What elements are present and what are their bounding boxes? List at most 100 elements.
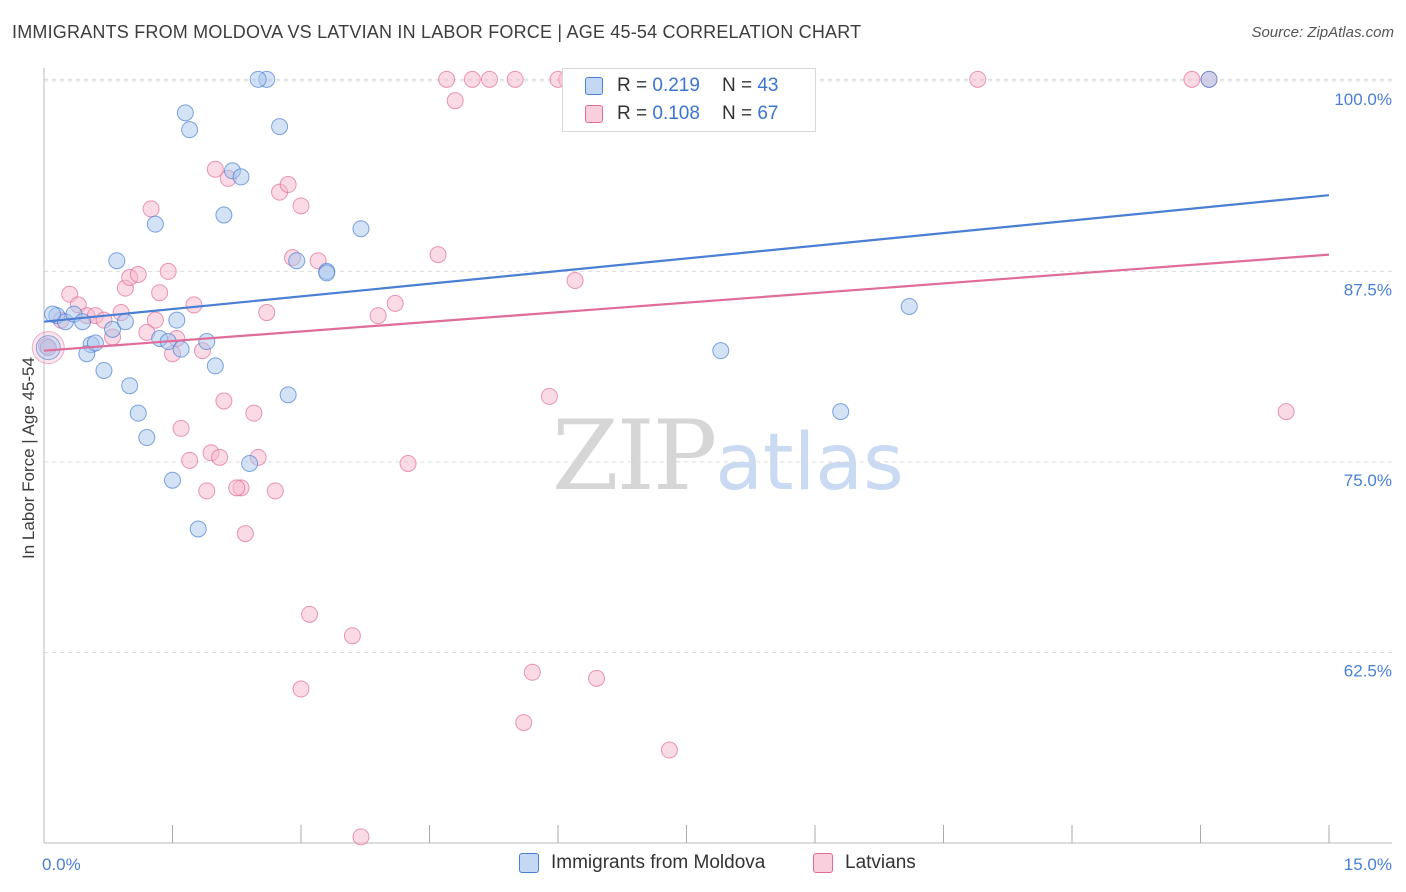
point-latvians bbox=[151, 284, 169, 302]
point-latvians bbox=[480, 70, 498, 88]
point-latvians bbox=[343, 627, 361, 645]
point-moldova bbox=[168, 311, 186, 329]
point-moldova bbox=[74, 313, 92, 331]
point-latvians bbox=[515, 714, 533, 732]
point-latvians-large bbox=[31, 331, 65, 365]
point-moldova bbox=[95, 361, 113, 379]
point-latvians bbox=[566, 272, 584, 290]
point-moldova bbox=[249, 70, 267, 88]
point-latvians bbox=[185, 296, 203, 314]
point-latvians bbox=[429, 246, 447, 264]
trend-line-moldova bbox=[43, 194, 1330, 323]
point-latvians bbox=[172, 419, 190, 437]
legend-r-label: R = bbox=[617, 103, 648, 124]
y-tick-label: 87.5% bbox=[1344, 280, 1392, 299]
trend-line-latvians bbox=[43, 253, 1330, 352]
point-moldova bbox=[138, 429, 156, 447]
point-moldova bbox=[189, 520, 207, 538]
watermark-zip: ZIP bbox=[552, 400, 717, 512]
point-latvians bbox=[215, 392, 233, 410]
point-moldova bbox=[900, 297, 918, 315]
point-moldova bbox=[271, 118, 289, 136]
series-legend: Immigrants from Moldova Latvians bbox=[0, 852, 1406, 878]
point-latvians bbox=[146, 311, 164, 329]
point-latvians bbox=[245, 404, 263, 422]
series-legend-moldova: Immigrants from Moldova bbox=[519, 852, 765, 874]
point-moldova bbox=[146, 215, 164, 233]
x-tick-label-max: 15.0% bbox=[1344, 855, 1392, 874]
tick-labels: 100.0% 87.5% 75.0% 62.5% 0.0% 15.0% bbox=[42, 90, 1392, 874]
point-latvians bbox=[438, 70, 456, 88]
point-moldova bbox=[108, 252, 126, 270]
legend-r-value: 0.108 bbox=[652, 103, 700, 124]
point-latvians bbox=[292, 680, 310, 698]
point-latvians bbox=[198, 482, 216, 500]
point-latvians bbox=[352, 828, 370, 846]
point-latvians bbox=[258, 304, 276, 322]
point-moldova bbox=[215, 206, 233, 224]
series-name-latvians: Latvians bbox=[845, 852, 916, 873]
point-moldova bbox=[288, 252, 306, 270]
point-moldova bbox=[318, 264, 336, 282]
point-latvians bbox=[236, 525, 254, 543]
legend-n-label: N = bbox=[721, 75, 753, 96]
point-latvians bbox=[463, 70, 481, 88]
point-moldova-large bbox=[35, 335, 61, 361]
point-moldova bbox=[86, 334, 104, 352]
point-moldova bbox=[832, 403, 850, 421]
point-moldova bbox=[279, 386, 297, 404]
watermark-atlas: atlas bbox=[715, 418, 904, 508]
y-axis-label: In Labor Force | Age 45-54 bbox=[19, 357, 38, 559]
legend-n-value: 67 bbox=[757, 103, 779, 124]
series-swatch-latvians bbox=[813, 853, 833, 873]
point-moldova bbox=[116, 313, 134, 331]
point-latvians bbox=[142, 200, 160, 218]
y-tick-label: 75.0% bbox=[1344, 471, 1392, 490]
point-latvians bbox=[506, 70, 524, 88]
watermark: ZIPatlas bbox=[552, 400, 904, 512]
point-latvians bbox=[1277, 403, 1295, 421]
chart-title: IMMIGRANTS FROM MOLDOVA VS LATVIAN IN LA… bbox=[12, 22, 862, 42]
legend-r-value: 0.219 bbox=[652, 75, 700, 96]
source-label: Source: ZipAtlas.com bbox=[1251, 24, 1394, 41]
point-latvians bbox=[446, 92, 464, 110]
point-moldova bbox=[181, 121, 199, 139]
point-latvians bbox=[228, 479, 246, 497]
legend-n-label: N = bbox=[721, 103, 753, 124]
point-moldova bbox=[121, 377, 139, 395]
point-moldova bbox=[206, 357, 224, 375]
point-latvians bbox=[129, 265, 147, 283]
point-moldova bbox=[104, 320, 122, 338]
point-moldova bbox=[241, 454, 259, 472]
point-latvians bbox=[1183, 70, 1201, 88]
legend-swatch-latvians bbox=[585, 105, 603, 123]
data-points bbox=[31, 70, 1295, 846]
point-latvians bbox=[386, 294, 404, 312]
point-latvians bbox=[369, 307, 387, 325]
point-latvians bbox=[540, 387, 558, 405]
x-tick-label-min: 0.0% bbox=[42, 855, 81, 874]
point-latvians bbox=[399, 454, 417, 472]
grid-lines bbox=[44, 78, 1392, 653]
trend-lines bbox=[43, 194, 1330, 352]
series-legend-latvians: Latvians bbox=[813, 852, 916, 874]
point-moldova bbox=[164, 471, 181, 489]
point-moldova bbox=[232, 168, 250, 186]
y-tick-label: 62.5% bbox=[1344, 661, 1392, 680]
legend-swatch-moldova bbox=[585, 77, 603, 95]
point-latvians bbox=[660, 741, 678, 759]
point-moldova bbox=[129, 404, 147, 422]
point-latvians bbox=[266, 482, 284, 500]
point-moldova bbox=[176, 104, 194, 122]
legend-r-label: R = bbox=[617, 75, 648, 96]
point-latvians bbox=[181, 451, 199, 469]
series-name-moldova: Immigrants from Moldova bbox=[551, 852, 766, 873]
point-latvians bbox=[211, 448, 229, 466]
point-moldova bbox=[198, 333, 216, 351]
point-latvians bbox=[588, 669, 606, 687]
point-latvians bbox=[292, 197, 310, 215]
point-moldova bbox=[172, 340, 190, 358]
legend-row-latvians: R = 0.108 N = 67 bbox=[585, 101, 778, 127]
point-latvians bbox=[206, 160, 224, 178]
